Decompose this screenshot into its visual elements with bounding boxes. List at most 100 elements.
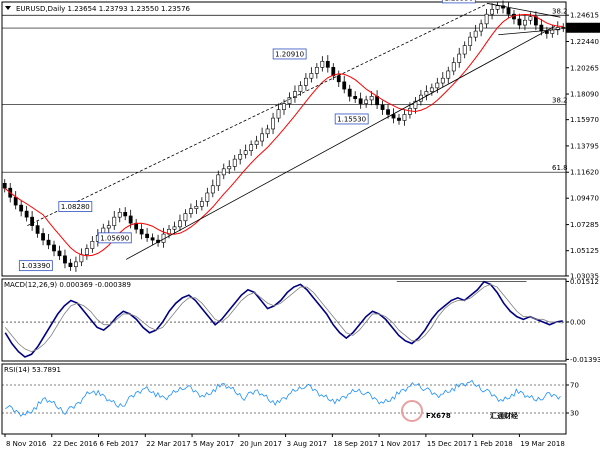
- fib-level-label: 61.8: [552, 164, 568, 172]
- candle-body: [46, 239, 51, 246]
- candle-body: [331, 67, 336, 77]
- candle-body: [19, 204, 24, 212]
- x-tick-label: 1 Nov 2017: [380, 440, 420, 448]
- candle-body: [30, 216, 35, 226]
- y-tick-label: 1.24615: [570, 12, 599, 20]
- price-annotation-box: [334, 113, 369, 125]
- candle-body: [304, 77, 308, 86]
- candle-body: [232, 158, 237, 167]
- candle-body: [528, 16, 533, 21]
- candle-body: [364, 99, 369, 104]
- candle-body: [243, 150, 248, 155]
- price-annotation-box: [58, 201, 93, 212]
- y-tick-label: 1.20265: [570, 64, 599, 72]
- moving-average-line: [4, 13, 564, 257]
- candle-body: [320, 60, 325, 68]
- candle-body: [397, 117, 401, 121]
- price-annotation-box: [18, 260, 53, 272]
- candle-body: [380, 104, 385, 110]
- dropdown-arrow-icon: [5, 6, 11, 10]
- trendline: [125, 25, 555, 260]
- rsi-title: RSI(14) 53.7891: [4, 366, 61, 374]
- candle-body: [128, 215, 133, 224]
- candle-body: [358, 98, 363, 104]
- price-annotation-box: [441, 0, 476, 4]
- candle-body: [402, 114, 407, 121]
- rsi-tick-label: 30: [570, 410, 579, 418]
- candle-body: [189, 208, 193, 214]
- candle-body: [145, 233, 150, 238]
- candle-body: [429, 87, 434, 92]
- price-panel-frame: [1, 1, 567, 277]
- y-tick-label: 1.11620: [570, 169, 599, 177]
- rsi-tick-label: 70: [570, 382, 579, 390]
- candle-body: [282, 103, 286, 110]
- price-annotation-label: 1.08280: [61, 203, 90, 211]
- x-tick-label: 8 Nov 2016: [6, 440, 47, 448]
- candle-body: [544, 30, 549, 34]
- macd-panel-frame: [1, 278, 567, 362]
- candle-body: [473, 30, 478, 38]
- macd-tick-label: -0.01393: [570, 356, 600, 364]
- candle-body: [254, 140, 259, 145]
- macd-title: MACD(12,26,9) 0.000369 -0.000389: [4, 281, 131, 289]
- candle-body: [276, 109, 281, 119]
- price-annotation-label: 1.05690: [100, 234, 129, 242]
- candle-body: [391, 114, 396, 119]
- candle-body: [342, 81, 347, 90]
- candle-body: [123, 212, 128, 217]
- candle-body: [68, 262, 73, 267]
- candle-body: [462, 45, 467, 55]
- trendline: [486, 2, 561, 18]
- candle-body: [139, 228, 144, 235]
- candle-body: [325, 60, 330, 68]
- candle-body: [84, 248, 89, 255]
- candle-body: [293, 91, 297, 98]
- x-tick-label: 22 Dec 2016: [53, 440, 98, 448]
- candle-body: [424, 91, 429, 96]
- candle-body: [386, 109, 390, 115]
- candle-body: [495, 5, 500, 10]
- candle-body: [271, 117, 275, 130]
- candle-body: [287, 97, 292, 104]
- candle-body: [216, 174, 221, 187]
- candle-body: [35, 225, 40, 234]
- price-annotation-box: [272, 48, 307, 60]
- candle-body: [238, 154, 243, 160]
- candle-body: [117, 212, 122, 218]
- x-tick-label: 18 Sep 2017: [333, 440, 377, 448]
- candle-body: [227, 166, 232, 170]
- candle-body: [490, 9, 494, 15]
- macd-series-line: [4, 283, 563, 353]
- rsi-panel-frame: [1, 363, 567, 435]
- fib-level-label: 38.2: [552, 7, 568, 15]
- candle-body: [451, 62, 456, 72]
- candle-body: [523, 19, 527, 26]
- y-tick-label: 1.05125: [570, 247, 599, 255]
- candle-body: [178, 220, 182, 228]
- price-annotation-label: 1.15530: [337, 115, 366, 123]
- candle-body: [539, 24, 544, 32]
- candle-body: [41, 233, 45, 241]
- y-tick-label: 1.03035: [570, 272, 599, 280]
- candle-body: [183, 213, 188, 222]
- candle-body: [517, 18, 522, 26]
- x-tick-label: 1 Feb 2018: [474, 440, 513, 448]
- x-tick-label: 22 Mar 2017: [146, 440, 190, 448]
- y-tick-label: 1.18090: [570, 91, 599, 99]
- candle-body: [347, 88, 352, 97]
- candle-body: [24, 210, 29, 218]
- candle-body: [52, 244, 56, 252]
- candle-body: [298, 85, 303, 92]
- price-annotation-label: 1.25550: [444, 0, 473, 2]
- candle-body: [468, 36, 473, 46]
- x-tick-label: 20 Jun 2017: [240, 440, 282, 448]
- candle-body: [265, 128, 270, 135]
- current-price-label: 1.23576: [568, 24, 597, 32]
- watermark-text: FX678: [426, 412, 451, 420]
- candle-body: [314, 67, 319, 74]
- candle-body: [63, 255, 67, 264]
- candle-body: [309, 73, 314, 79]
- candle-body: [506, 7, 511, 15]
